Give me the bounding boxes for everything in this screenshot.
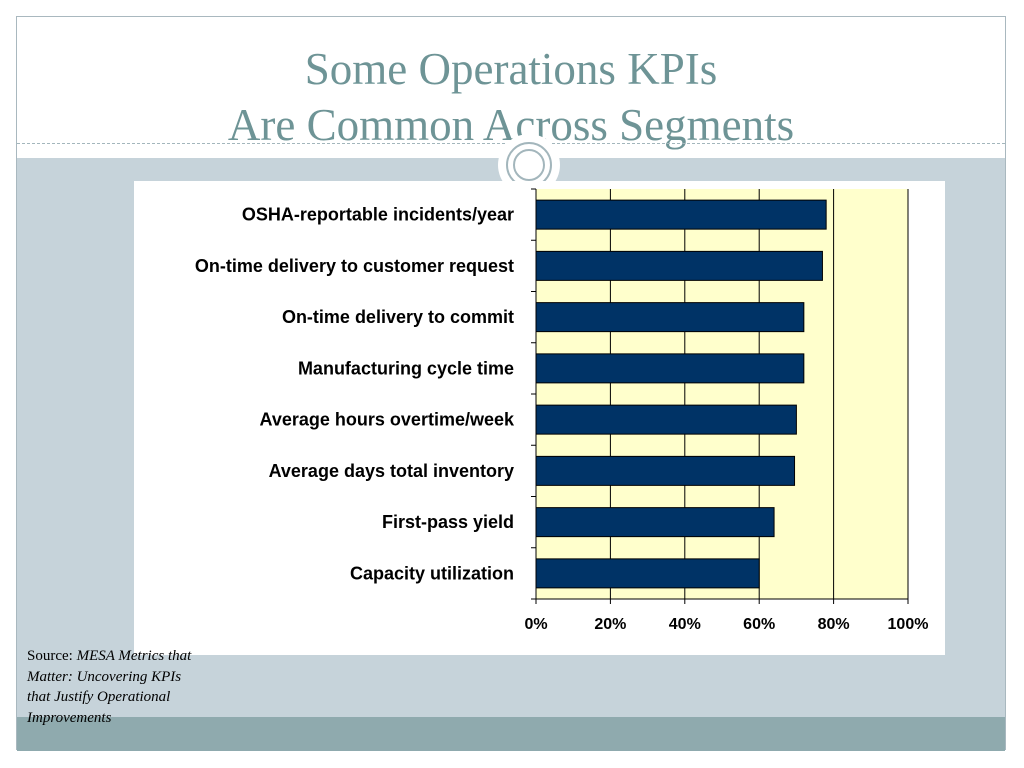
x-tick-label-5: 100% <box>888 616 929 633</box>
source-note: Source: MESA Metrics that Matter: Uncove… <box>27 646 207 728</box>
category-label-5: Average hours overtime/week <box>260 410 515 430</box>
title-area: Some Operations KPIs Are Common Across S… <box>17 17 1005 159</box>
category-label-7: First-pass yield <box>382 512 514 532</box>
bar-7 <box>535 507 775 538</box>
x-tick-label-0: 0% <box>524 616 547 633</box>
plot-area <box>536 189 908 599</box>
source-title: MESA Metrics that Matter: Uncovering KPI… <box>27 648 192 726</box>
bar-2 <box>535 250 823 281</box>
category-label-3: On-time delivery to commit <box>282 307 514 327</box>
source-label: Source: <box>27 648 73 664</box>
x-tick-label-2: 40% <box>669 616 701 633</box>
category-label-6: Average days total inventory <box>269 461 514 481</box>
bar-3 <box>535 302 805 333</box>
bar-1 <box>535 199 827 230</box>
bar-4 <box>535 353 805 384</box>
title-line-1: Some Operations KPIs <box>304 44 718 94</box>
category-label-4: Manufacturing cycle time <box>298 358 514 378</box>
bar-5 <box>535 404 797 435</box>
category-label-1: OSHA-reportable incidents/year <box>242 205 514 225</box>
x-tick-label-4: 80% <box>818 616 850 633</box>
x-tick-label-1: 20% <box>594 616 626 633</box>
chart-panel: OSHA-reportable incidents/year On-time de… <box>134 181 945 655</box>
footer-band <box>17 717 1005 751</box>
category-label-2: On-time delivery to customer request <box>195 256 514 276</box>
bar-6 <box>535 455 796 486</box>
bar-8 <box>535 558 760 589</box>
category-label-8: Capacity utilization <box>350 563 514 583</box>
bar-chart: OSHA-reportable incidents/year On-time de… <box>195 188 929 633</box>
slide-title: Some Operations KPIs Are Common Across S… <box>17 41 1005 153</box>
x-tick-label-3: 60% <box>743 616 775 633</box>
